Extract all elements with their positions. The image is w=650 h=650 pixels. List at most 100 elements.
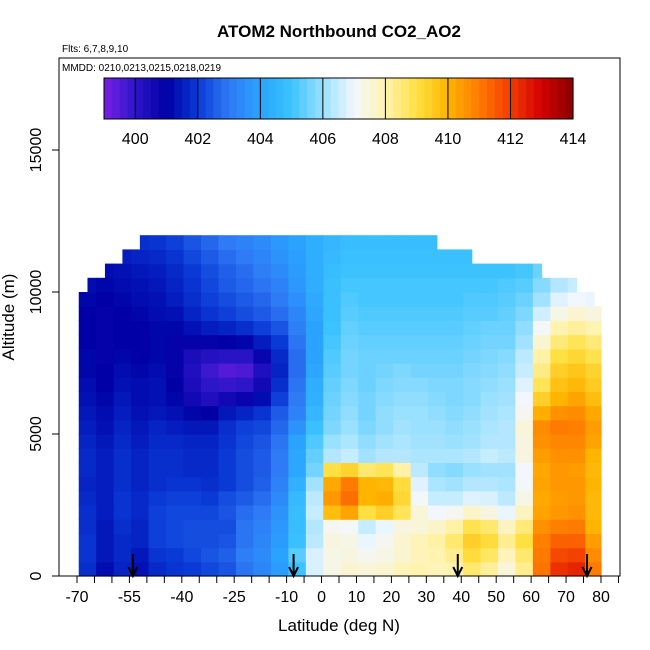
heatmap-cell	[393, 547, 412, 563]
heatmap-cell	[166, 263, 185, 279]
heatmap-cell	[567, 419, 586, 435]
heatmap-cell	[393, 363, 412, 378]
heatmap-cell	[139, 235, 150, 250]
heatmap-cell	[428, 334, 447, 350]
heatmap-cell	[131, 391, 150, 407]
heatmap-cell	[393, 292, 412, 307]
heatmap-cell	[515, 448, 534, 463]
heatmap-cell	[323, 363, 342, 378]
heatmap-cell	[218, 377, 237, 392]
heatmap-cell	[235, 391, 255, 407]
colorbar-segment	[416, 78, 426, 119]
heatmap-cell	[445, 277, 464, 293]
heatmap-cell	[96, 434, 115, 449]
heatmap-cell	[410, 263, 429, 279]
heatmap-cell	[410, 434, 429, 449]
heatmap-cell	[201, 476, 220, 492]
heatmap-cell	[253, 434, 272, 449]
heatmap-cell	[480, 348, 499, 364]
heatmap-cell	[218, 334, 237, 350]
heatmap-cell	[270, 547, 289, 563]
heatmap-cell	[393, 490, 412, 506]
heatmap-cell	[148, 462, 167, 478]
heatmap-cell	[166, 462, 185, 478]
heatmap-cell	[515, 377, 534, 392]
heatmap-cell	[201, 249, 220, 265]
heatmap-cell	[445, 448, 464, 463]
heatmap-cell	[218, 434, 237, 449]
heatmap-cell	[532, 448, 551, 463]
heatmap-cell	[131, 419, 150, 435]
heatmap-cell	[323, 561, 342, 577]
colorbar: 400 402 404 406 408 410 412 414	[103, 77, 586, 148]
heatmap-cell	[166, 320, 185, 336]
heatmap-cell	[532, 505, 551, 520]
heatmap-cell	[323, 419, 342, 435]
heatmap-cell	[550, 419, 569, 435]
heatmap-cell	[550, 334, 569, 350]
heatmap-cell	[288, 391, 307, 407]
heatmap-cell	[515, 505, 534, 520]
heatmap-cell	[270, 263, 289, 279]
heatmap-cell	[235, 519, 255, 534]
heatmap-cell	[358, 434, 377, 449]
heatmap-cell	[375, 547, 394, 563]
x-tick-label: 50	[487, 589, 505, 606]
heatmap-cell	[323, 476, 342, 492]
heatmap-cell	[201, 391, 220, 407]
heatmap-cell	[497, 419, 517, 435]
heatmap-cell	[253, 533, 272, 549]
heatmap-cell	[288, 249, 307, 265]
heatmap-cell	[96, 334, 115, 350]
colorbar-segment	[189, 78, 199, 119]
heatmap-cell	[497, 292, 517, 307]
heatmap-cell	[358, 292, 377, 307]
heatmap-cell	[235, 306, 255, 321]
heatmap-cell	[393, 405, 412, 421]
heatmap-cell	[218, 405, 237, 421]
heatmap-cell	[375, 235, 394, 250]
heatmap-cell	[480, 277, 499, 293]
heatmap-cell	[480, 533, 499, 549]
heatmap-cell	[340, 249, 359, 265]
heatmap-cell	[270, 348, 289, 364]
heatmap-cell	[183, 391, 202, 407]
heatmap-cell	[183, 519, 202, 534]
heatmap-cell	[78, 462, 97, 478]
heatmap-cell	[218, 348, 237, 364]
heatmap-cell	[497, 348, 517, 364]
heatmap-cell	[218, 277, 237, 293]
heatmap-cell	[253, 306, 272, 321]
heatmap-cell	[550, 292, 569, 307]
heatmap-cell	[131, 292, 150, 307]
heatmap-cell	[166, 490, 185, 506]
heatmap-cell	[218, 519, 237, 534]
heatmap-cell	[235, 235, 255, 250]
heatmap-cell	[532, 434, 551, 449]
heatmap-cell	[358, 306, 377, 321]
heatmap-cell	[532, 363, 551, 378]
heatmap-cell	[113, 391, 132, 407]
colorbar-tick-label: 412	[497, 131, 524, 148]
heatmap-cell	[218, 448, 237, 463]
colorbar-segment	[361, 78, 371, 119]
heatmap-cell	[218, 320, 237, 336]
heatmap-cell	[201, 320, 220, 336]
heatmap-cell	[305, 320, 324, 336]
heatmap-cell	[532, 533, 551, 549]
heatmap-cell	[218, 547, 237, 563]
heatmap-cell	[131, 334, 150, 350]
colorbar-segment	[557, 78, 566, 119]
heatmap-cell	[358, 448, 377, 463]
x-tick-label: 80	[592, 589, 610, 606]
heatmap-cell	[340, 363, 359, 378]
heatmap-cell	[183, 419, 202, 435]
heatmap-cell	[323, 249, 342, 265]
heatmap-cell	[323, 348, 342, 364]
colorbar-segment	[432, 78, 441, 119]
heatmap-cell	[567, 391, 586, 407]
heatmap-cell	[550, 448, 569, 463]
heatmap-cell	[323, 519, 342, 534]
heatmap-cell	[323, 263, 342, 279]
heatmap-cell	[201, 334, 220, 350]
